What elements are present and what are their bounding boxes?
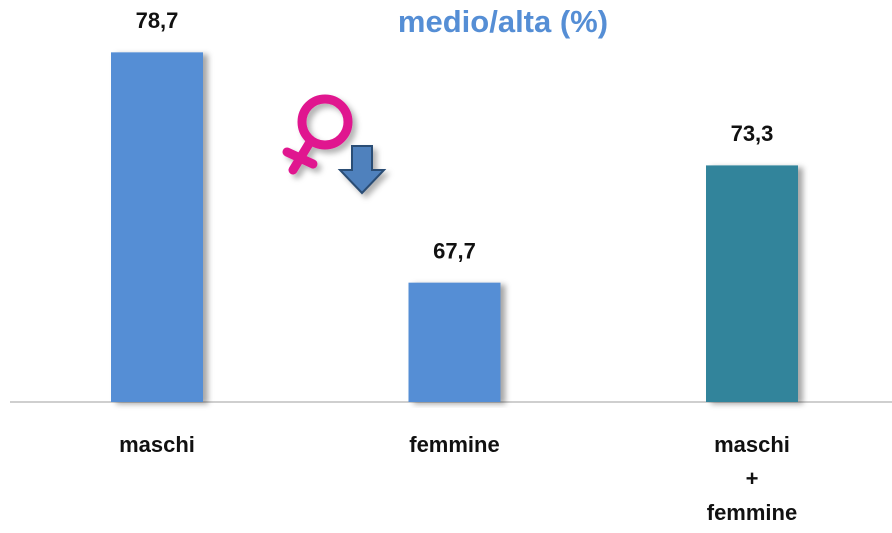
bar <box>408 282 501 402</box>
value-label: 78,7 <box>136 8 179 33</box>
female-icon <box>282 94 387 195</box>
value-label: 67,7 <box>433 238 476 263</box>
x-tick-label: maschi <box>119 432 195 457</box>
value-label: 73,3 <box>731 121 774 146</box>
bar <box>706 165 798 402</box>
x-tick-label: femmine <box>409 432 500 457</box>
x-tick-label: maschi + femmine <box>706 432 798 525</box>
bar <box>111 52 203 402</box>
chart-title: medio/alta (%) <box>398 4 608 39</box>
